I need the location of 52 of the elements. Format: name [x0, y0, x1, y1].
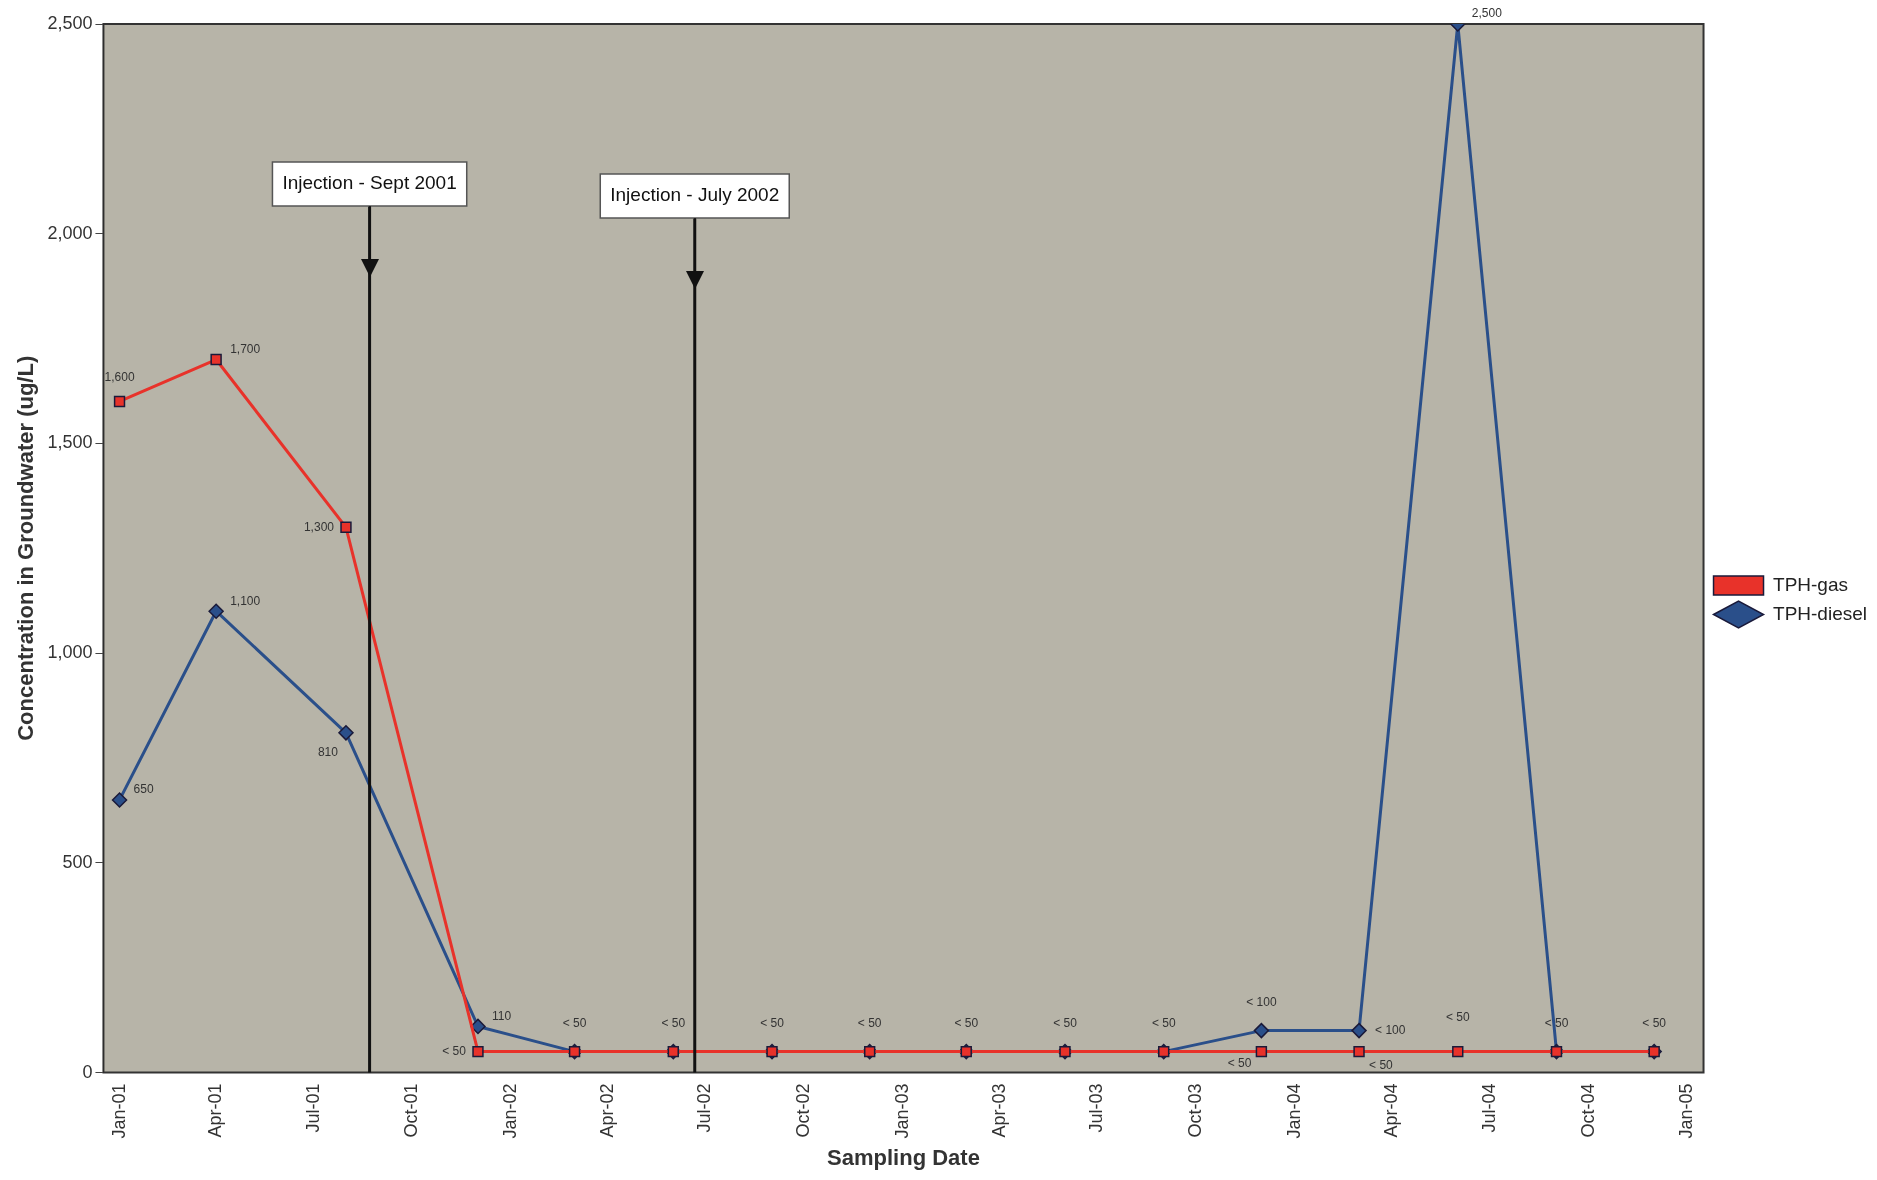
x-axis-title: Sampling Date: [827, 1144, 980, 1170]
data-label: < 50: [954, 1015, 979, 1030]
ref-line-label: Injection - July 2002: [610, 184, 780, 206]
x-tick-label: Apr-02: [596, 1083, 617, 1138]
x-tick-label: Apr-03: [988, 1083, 1009, 1138]
data-label: < 50: [1227, 1055, 1252, 1070]
data-label: 650: [133, 782, 154, 797]
y-tick-label: 2,000: [47, 222, 93, 243]
x-tick-label: Jan-01: [108, 1083, 129, 1139]
data-label: 1,100: [230, 593, 261, 608]
data-label: 810: [317, 745, 339, 760]
data-label: < 50: [442, 1043, 467, 1058]
x-tick-label: Jul-04: [1478, 1083, 1499, 1133]
x-tick-label: Oct-01: [401, 1083, 422, 1138]
x-tick-label: Jul-01: [302, 1083, 323, 1133]
data-label: 1,300: [303, 519, 335, 534]
data-label: < 100: [1375, 1022, 1406, 1037]
x-tick-label: Jan-03: [891, 1083, 912, 1139]
x-tick-label: Apr-01: [205, 1083, 226, 1138]
y-tick-label: 1,000: [47, 642, 93, 663]
data-label: < 50: [1369, 1057, 1394, 1072]
data-label: < 50: [1053, 1015, 1078, 1030]
x-tick-label: Oct-03: [1184, 1083, 1205, 1138]
data-label: < 50: [857, 1015, 882, 1030]
x-tick-label: Apr-04: [1381, 1083, 1402, 1138]
x-tick-label: Jan-04: [1283, 1083, 1304, 1139]
x-tick-label: Jan-05: [1676, 1083, 1697, 1139]
data-label: 1,700: [230, 341, 261, 356]
x-tick-label: Oct-04: [1577, 1083, 1598, 1138]
data-label: < 50: [760, 1015, 785, 1030]
data-label: < 50: [1151, 1015, 1176, 1030]
data-label: < 50: [1544, 1015, 1569, 1030]
data-label: 110: [491, 1008, 512, 1023]
y-tick-label: 500: [62, 851, 93, 872]
legend-label: TPH-diesel: [1773, 602, 1868, 624]
data-label: 2,500: [1471, 6, 1503, 21]
data-label: < 50: [562, 1015, 587, 1030]
x-tick-label: Jan-02: [500, 1083, 521, 1139]
data-label: 1,600: [104, 369, 135, 384]
ref-line-label: Injection - Sept 2001: [282, 172, 457, 194]
data-label: < 50: [1445, 1009, 1470, 1024]
y-axis-title: Concentration in Groundwater (ug/L): [13, 355, 39, 741]
data-label: < 50: [1642, 1015, 1667, 1030]
data-label: < 50: [661, 1015, 686, 1030]
y-tick-label: 1,500: [47, 432, 93, 453]
x-tick-label: Jul-02: [694, 1083, 715, 1133]
y-tick-label: 0: [82, 1061, 93, 1082]
data-label: < 100: [1246, 994, 1277, 1009]
x-tick-label: Oct-02: [793, 1083, 814, 1138]
x-tick-label: Jul-03: [1086, 1083, 1107, 1133]
legend-label: TPH-gas: [1773, 573, 1848, 595]
y-tick-label: 2,500: [47, 12, 93, 33]
